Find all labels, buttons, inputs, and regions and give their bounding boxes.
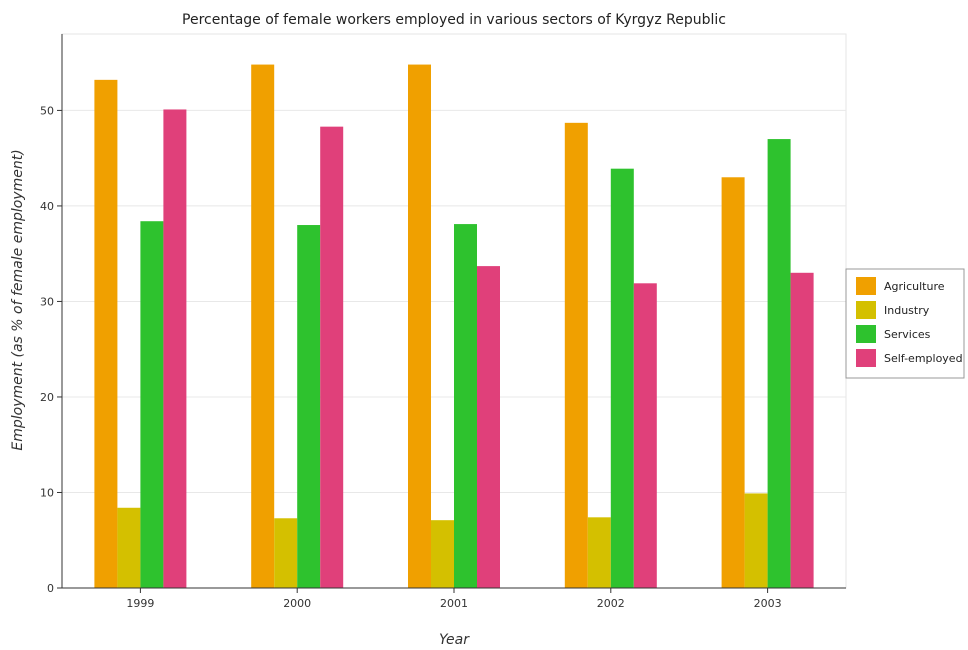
bar-agriculture-2000 xyxy=(251,64,275,589)
axes: 0 10 20 30 40 50 1999 2000 2001 2002 2003 xyxy=(40,34,846,610)
bar-agriculture-2003 xyxy=(721,177,745,588)
x-tick-label: 1999 xyxy=(126,597,154,610)
bar-agriculture-2002 xyxy=(564,122,588,589)
bar-agriculture-1999 xyxy=(94,79,118,589)
legend-swatch xyxy=(856,349,876,367)
bar-agriculture-2001 xyxy=(408,64,431,589)
legend: Agriculture Industry Services Self-employed xyxy=(845,268,965,379)
bar-self-employed-1999 xyxy=(163,109,187,588)
legend-label: Agriculture xyxy=(884,280,945,293)
bar-services-1999 xyxy=(140,221,164,588)
y-tick-label: 20 xyxy=(40,391,54,404)
y-tick-label: 10 xyxy=(40,486,54,499)
bar-industry-2003 xyxy=(744,493,768,588)
legend-swatch xyxy=(856,325,876,343)
bar-self-employed-2002 xyxy=(633,283,657,588)
y-axis-label: Employment (as % of female employment) xyxy=(10,149,26,450)
bar-services-2003 xyxy=(767,139,791,588)
y-tick-label: 30 xyxy=(40,295,54,308)
x-tick-label: 2001 xyxy=(440,597,468,610)
chart-title: Percentage of female workers employed in… xyxy=(182,12,726,28)
bar-self-employed-2001 xyxy=(477,266,500,588)
bar-industry-1999 xyxy=(117,507,141,588)
legend-swatch xyxy=(856,277,876,295)
bar-self-employed-2003 xyxy=(790,272,814,588)
y-tick-label: 40 xyxy=(40,200,54,213)
bar-self-employed-2000 xyxy=(320,126,344,588)
y-tick-label: 0 xyxy=(47,582,54,595)
legend-label: Self-employed xyxy=(884,352,963,365)
legend-swatch xyxy=(856,301,876,319)
x-tick-label: 2002 xyxy=(597,597,625,610)
x-tick-label: 2000 xyxy=(283,597,311,610)
legend-label: Services xyxy=(884,328,931,341)
bars xyxy=(94,64,814,589)
bar-industry-2002 xyxy=(587,517,611,588)
bar-industry-2000 xyxy=(274,518,298,588)
y-tick-label: 50 xyxy=(40,104,54,117)
bar-services-2000 xyxy=(297,225,321,588)
legend-label: Industry xyxy=(884,304,930,317)
bar-services-2001 xyxy=(454,224,477,588)
x-axis-label: Year xyxy=(439,632,470,648)
bar-industry-2001 xyxy=(431,520,454,588)
x-tick-label: 2003 xyxy=(754,597,782,610)
bar-services-2002 xyxy=(610,168,634,588)
